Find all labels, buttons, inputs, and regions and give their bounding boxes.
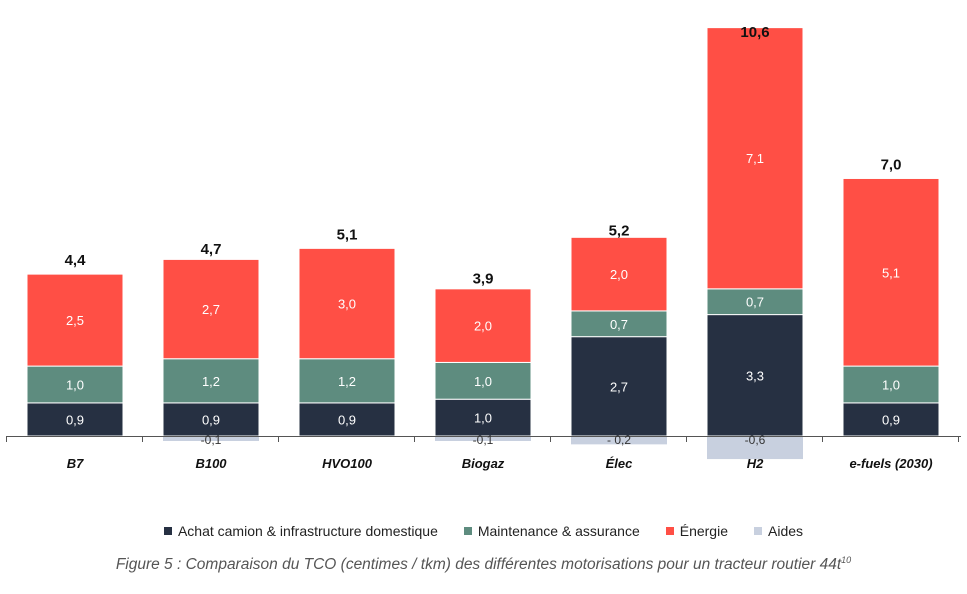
bar-biogaz-energie — [434, 288, 532, 363]
total-label-hvo100: 5,1 — [337, 226, 358, 243]
bar-b100-aides — [163, 437, 259, 441]
bar-hvo100-energie — [298, 247, 396, 360]
data-label-e-fuels-2030-energie: 5,1 — [882, 265, 900, 280]
figure-caption: Figure 5 : Comparaison du TCO (centimes … — [0, 555, 967, 574]
legend-item-achat: Achat camion & infrastructure domestique — [163, 523, 438, 539]
data-label-hvo100-achat-camion-infrastructure-domestique: 0,9 — [338, 412, 356, 427]
data-label-b100-aides: -0,1 — [201, 433, 222, 447]
data-label-biogaz-energie: 2,0 — [474, 319, 492, 334]
legend-swatch-maintenance — [463, 527, 472, 535]
legend-label-achat: Achat camion & infrastructure domestique — [177, 523, 438, 539]
data-label-b100-energie: 2,7 — [202, 302, 220, 317]
data-label-h2-maintenance-assurance: 0,7 — [746, 295, 764, 310]
tco-stacked-bar-chart: 0,9 1,0 2,5 4,4 B7 0,9 1,2 2,7 -0,1 4,7 B100 0,9 1,2… — [6, 24, 961, 471]
bar-elec-aides — [571, 437, 667, 445]
x-tick-label-b100: B100 — [195, 456, 227, 471]
bar-b7-maintenance-assurance — [26, 365, 124, 404]
bar-biogaz-aides — [435, 437, 531, 441]
x-axis-ticks — [6, 436, 959, 442]
total-label-b100: 4,7 — [201, 241, 222, 258]
data-label-b7-energie: 2,5 — [66, 313, 84, 328]
data-label-elec-aides: - 0,2 — [607, 433, 631, 447]
bar-hvo100-maintenance-assurance — [298, 358, 396, 404]
data-label-h2-achat-camion-infrastructure-domestique: 3,3 — [746, 368, 764, 383]
bar-b100-maintenance-assurance — [162, 358, 260, 404]
bar-elec-maintenance-assurance — [570, 310, 668, 338]
bar-b7-achat-camion-infrastructure-domestique — [26, 402, 124, 437]
bar-e-fuels-2030-energie — [842, 177, 940, 367]
legend-swatch-achat — [163, 527, 172, 535]
total-label-elec: 5,2 — [609, 223, 630, 240]
data-label-elec-maintenance-assurance: 0,7 — [610, 317, 628, 332]
data-label-h2-aides: -0,6 — [745, 433, 766, 447]
x-tick-label-h2: H2 — [747, 456, 764, 471]
data-label-h2-energie: 7,1 — [746, 151, 764, 166]
data-label-hvo100-maintenance-assurance: 1,2 — [338, 374, 356, 389]
bar-biogaz-achat-camion-infrastructure-domestique — [434, 398, 532, 437]
bar-b100-energie — [162, 258, 260, 360]
bar-h2-aides — [707, 437, 803, 460]
data-label-biogaz-maintenance-assurance: 1,0 — [474, 374, 492, 389]
legend-label-maintenance: Maintenance & assurance — [477, 523, 640, 539]
figure-caption-text: Figure 5 : Comparaison du TCO (centimes … — [115, 556, 842, 574]
labels-group: 0,9 1,0 2,5 4,4 B7 0,9 1,2 2,7 -0,1 4,7 B100 0,9 1,2… — [65, 24, 933, 471]
legend-swatch-aides — [754, 527, 762, 535]
bar-e-fuels-2030-achat-camion-infrastructure-domestique — [842, 402, 940, 437]
x-tick-label-elec: Élec — [606, 456, 634, 471]
legend-label-aides: Aides — [768, 523, 804, 539]
legend-item-aides: Aides — [754, 523, 803, 539]
legend-label-energie: Énergie — [679, 523, 728, 539]
x-tick-label-b7: B7 — [67, 456, 84, 471]
total-label-biogaz: 3,9 — [473, 271, 494, 288]
bar-biogaz-maintenance-assurance — [434, 361, 532, 400]
data-label-b7-achat-camion-infrastructure-domestique: 0,9 — [66, 412, 84, 427]
data-label-e-fuels-2030-achat-camion-infrastructure-domestique: 0,9 — [882, 412, 900, 427]
data-label-b100-achat-camion-infrastructure-domestique: 0,9 — [202, 412, 220, 427]
bar-elec-achat-camion-infrastructure-domestique — [570, 336, 668, 437]
bars-group — [26, 27, 940, 460]
bar-b100-achat-camion-infrastructure-domestique — [162, 402, 260, 437]
data-label-biogaz-achat-camion-infrastructure-domestique: 1,0 — [474, 411, 492, 426]
data-label-b7-maintenance-assurance: 1,0 — [66, 377, 84, 392]
legend-swatch-energie — [665, 527, 674, 535]
legend: Achat camion & infrastructure domestique… — [0, 523, 967, 539]
total-label-e-fuels-2030: 7,0 — [881, 156, 902, 173]
bar-h2-maintenance-assurance — [706, 288, 804, 316]
data-label-biogaz-aides: -0,1 — [473, 433, 494, 447]
data-label-elec-achat-camion-infrastructure-domestique: 2,7 — [610, 379, 628, 394]
x-tick-label-e-fuels-2030: e-fuels (2030) — [849, 456, 932, 471]
data-label-hvo100-energie: 3,0 — [338, 297, 356, 312]
x-tick-label-hvo100: HVO100 — [322, 456, 373, 471]
legend-item-maintenance: Maintenance & assurance — [463, 523, 640, 539]
total-label-h2: 10,6 — [740, 24, 769, 41]
x-tick-label-biogaz: Biogaz — [462, 456, 505, 471]
figure-caption-footnote: 10 — [841, 555, 852, 565]
bar-h2-energie — [706, 27, 804, 290]
data-label-b100-maintenance-assurance: 1,2 — [202, 374, 220, 389]
data-label-elec-energie: 2,0 — [610, 267, 628, 282]
data-label-e-fuels-2030-maintenance-assurance: 1,0 — [882, 377, 900, 392]
bar-elec-energie — [570, 236, 668, 312]
bar-b7-energie — [26, 273, 124, 367]
legend-item-energie: Énergie — [665, 523, 728, 539]
total-label-b7: 4,4 — [65, 252, 87, 269]
